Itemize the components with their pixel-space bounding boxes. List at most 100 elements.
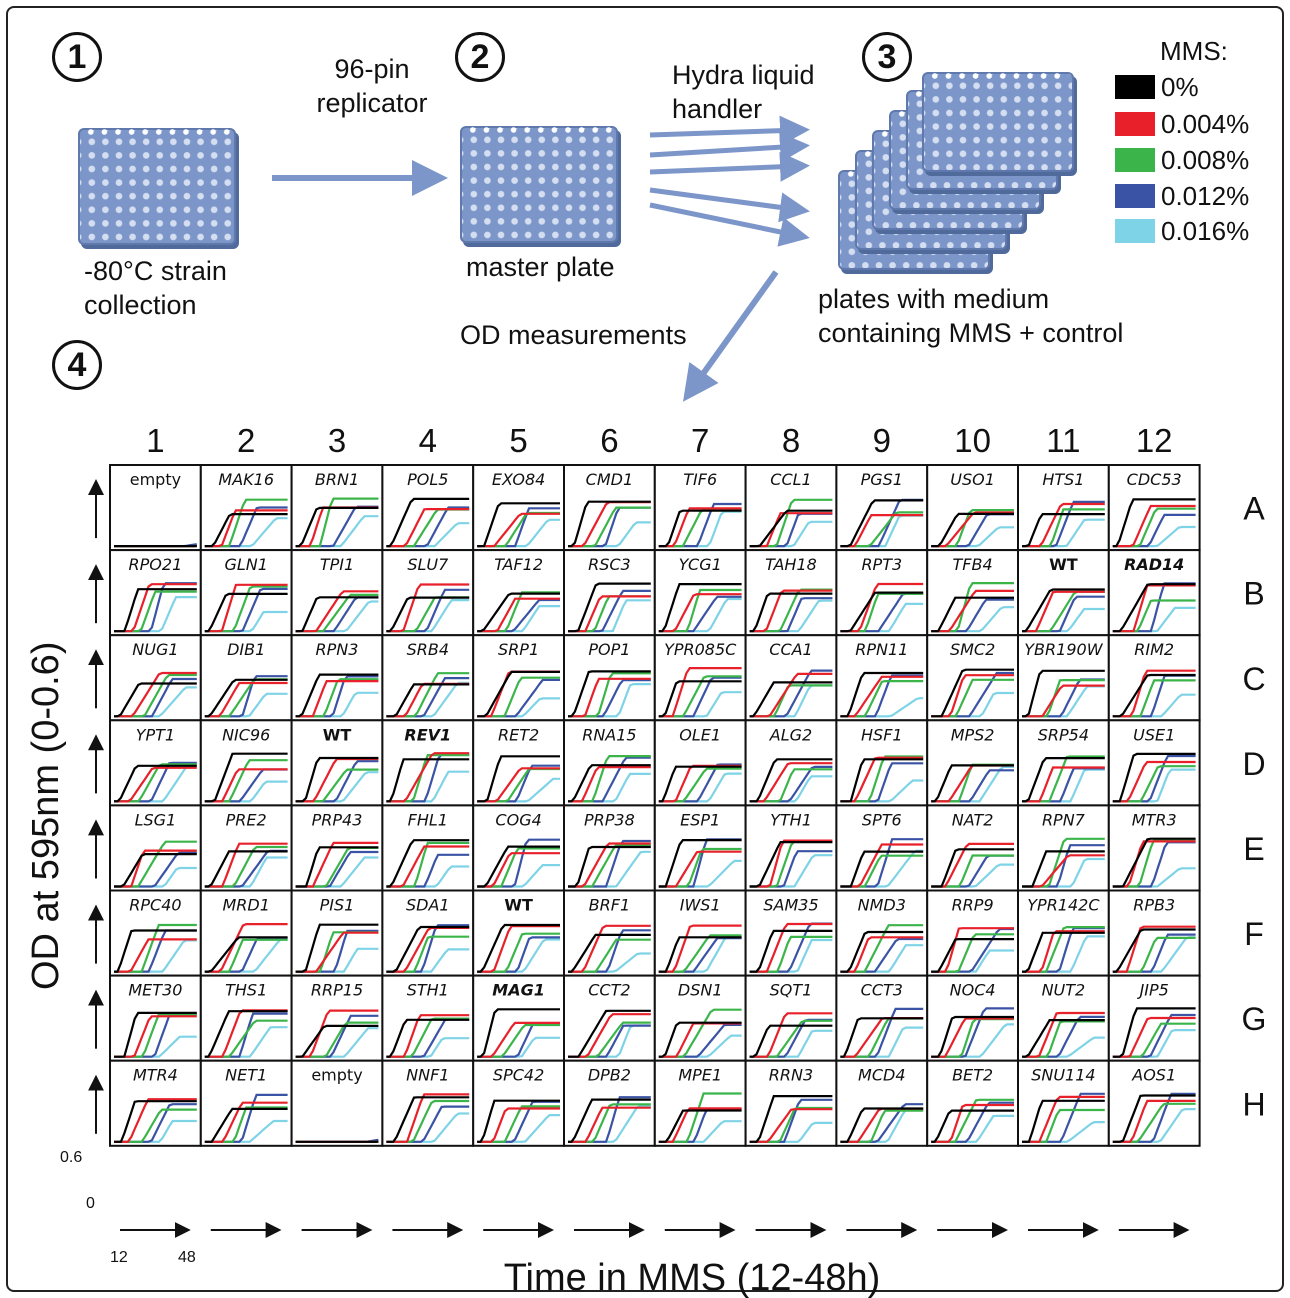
- well-H1[interactable]: MTR4: [109, 1059, 202, 1147]
- well-D1[interactable]: YPT1: [109, 719, 202, 807]
- well-E1[interactable]: LSG1: [109, 804, 202, 892]
- well-D11[interactable]: SRP54: [1017, 719, 1110, 807]
- well-G9[interactable]: CCT3: [835, 974, 929, 1062]
- strain-name: MCD4: [858, 1066, 905, 1085]
- well-D5[interactable]: RET2: [472, 719, 566, 807]
- well-G1[interactable]: MET30: [109, 974, 202, 1062]
- well-C2[interactable]: DIB1: [199, 634, 293, 722]
- well-G8[interactable]: SQT1: [744, 974, 838, 1062]
- well-D4[interactable]: REV1: [381, 719, 475, 807]
- well-G10[interactable]: NOC4: [926, 974, 1020, 1062]
- well-D6[interactable]: RNA15: [563, 719, 656, 807]
- well-E7[interactable]: ESP1: [653, 804, 747, 892]
- well-A5[interactable]: EXO84: [472, 464, 566, 552]
- well-F10[interactable]: RRP9: [926, 889, 1020, 977]
- well-H10[interactable]: BET2: [926, 1059, 1020, 1147]
- well-C10[interactable]: SMC2: [926, 634, 1020, 722]
- well-D7[interactable]: OLE1: [653, 719, 747, 807]
- well-F1[interactable]: RPC40: [109, 889, 202, 977]
- well-E6[interactable]: PRP38: [563, 804, 656, 892]
- well-C6[interactable]: POP1: [563, 634, 656, 722]
- well-B6[interactable]: RSC3: [563, 549, 656, 637]
- well-E8[interactable]: YTH1: [744, 804, 838, 892]
- well-G11[interactable]: NUT2: [1017, 974, 1110, 1062]
- well-B1[interactable]: RPO21: [109, 549, 202, 637]
- well-F3[interactable]: PIS1: [290, 889, 384, 977]
- well-H6[interactable]: DPB2: [563, 1059, 656, 1147]
- well-G2[interactable]: THS1: [199, 974, 293, 1062]
- well-A7[interactable]: TIF6: [653, 464, 747, 552]
- well-C3[interactable]: RPN3: [290, 634, 384, 722]
- well-A11[interactable]: HTS1: [1017, 464, 1110, 552]
- well-G4[interactable]: STH1: [381, 974, 475, 1062]
- well-H4[interactable]: NNF1: [381, 1059, 475, 1147]
- well-F11[interactable]: YPR142C: [1017, 889, 1110, 977]
- well-D12[interactable]: USE1: [1107, 719, 1201, 807]
- well-B12[interactable]: RAD14: [1107, 549, 1201, 637]
- well-C1[interactable]: NUG1: [109, 634, 202, 722]
- well-frame: [109, 804, 202, 892]
- well-D2[interactable]: NIC96: [199, 719, 293, 807]
- well-C12[interactable]: RIM2: [1107, 634, 1201, 722]
- well-E5[interactable]: COG4: [472, 804, 566, 892]
- well-G7[interactable]: DSN1: [653, 974, 747, 1062]
- well-B3[interactable]: TPI1: [290, 549, 384, 637]
- well-A10[interactable]: USO1: [926, 464, 1020, 552]
- well-A9[interactable]: PGS1: [835, 464, 929, 552]
- well-C7[interactable]: YPR085C: [653, 634, 747, 722]
- well-F4[interactable]: SDA1: [381, 889, 475, 977]
- well-G12[interactable]: JIP5: [1107, 974, 1201, 1062]
- well-B10[interactable]: TFB4: [926, 549, 1020, 637]
- well-F7[interactable]: IWS1: [653, 889, 747, 977]
- well-B7[interactable]: YCG1: [653, 549, 747, 637]
- well-E3[interactable]: PRP43: [290, 804, 384, 892]
- well-F12[interactable]: RPB3: [1107, 889, 1201, 977]
- well-H3[interactable]: empty: [290, 1059, 384, 1147]
- well-H8[interactable]: RRN3: [744, 1059, 838, 1147]
- well-B9[interactable]: RPT3: [835, 549, 929, 637]
- well-D9[interactable]: HSF1: [835, 719, 929, 807]
- well-B11[interactable]: WT: [1017, 549, 1110, 637]
- well-B8[interactable]: TAH18: [744, 549, 838, 637]
- well-B4[interactable]: SLU7: [381, 549, 475, 637]
- well-A6[interactable]: CMD1: [563, 464, 656, 552]
- well-B2[interactable]: GLN1: [199, 549, 293, 637]
- well-F6[interactable]: BRF1: [563, 889, 656, 977]
- well-C5[interactable]: SRP1: [472, 634, 566, 722]
- well-H2[interactable]: NET1: [199, 1059, 293, 1147]
- well-A8[interactable]: CCL1: [744, 464, 838, 552]
- well-H5[interactable]: SPC42: [472, 1059, 566, 1147]
- well-F8[interactable]: SAM35: [744, 889, 838, 977]
- well-F5[interactable]: WT: [472, 889, 566, 977]
- well-A4[interactable]: POL5: [381, 464, 475, 552]
- well-G5[interactable]: MAG1: [472, 974, 566, 1062]
- well-H9[interactable]: MCD4: [835, 1059, 929, 1147]
- well-A12[interactable]: CDC53: [1107, 464, 1201, 552]
- well-D10[interactable]: MPS2: [926, 719, 1020, 807]
- well-C9[interactable]: RPN11: [835, 634, 929, 722]
- well-H7[interactable]: MPE1: [653, 1059, 747, 1147]
- well-E10[interactable]: NAT2: [926, 804, 1020, 892]
- growth-curve-1: [658, 667, 742, 718]
- well-G6[interactable]: CCT2: [563, 974, 656, 1062]
- well-H12[interactable]: AOS1: [1107, 1059, 1201, 1147]
- well-E4[interactable]: FHL1: [381, 804, 475, 892]
- well-F2[interactable]: MRD1: [199, 889, 293, 977]
- well-H11[interactable]: SNU114: [1017, 1059, 1110, 1147]
- well-C4[interactable]: SRB4: [381, 634, 475, 722]
- well-C8[interactable]: CCA1: [744, 634, 838, 722]
- well-A2[interactable]: MAK16: [199, 464, 293, 552]
- well-A1[interactable]: empty: [109, 464, 202, 552]
- growth-curve-0: [204, 936, 288, 973]
- well-E9[interactable]: SPT6: [835, 804, 929, 892]
- well-E11[interactable]: RPN7: [1017, 804, 1110, 892]
- well-G3[interactable]: RRP15: [290, 974, 384, 1062]
- well-E2[interactable]: PRE2: [199, 804, 293, 892]
- well-E12[interactable]: MTR3: [1107, 804, 1201, 892]
- well-F9[interactable]: NMD3: [835, 889, 929, 977]
- well-A3[interactable]: BRN1: [290, 464, 384, 552]
- well-D3[interactable]: WT: [290, 719, 384, 807]
- well-B5[interactable]: TAF12: [472, 549, 566, 637]
- well-C11[interactable]: YBR190W: [1017, 634, 1110, 722]
- well-D8[interactable]: ALG2: [744, 719, 838, 807]
